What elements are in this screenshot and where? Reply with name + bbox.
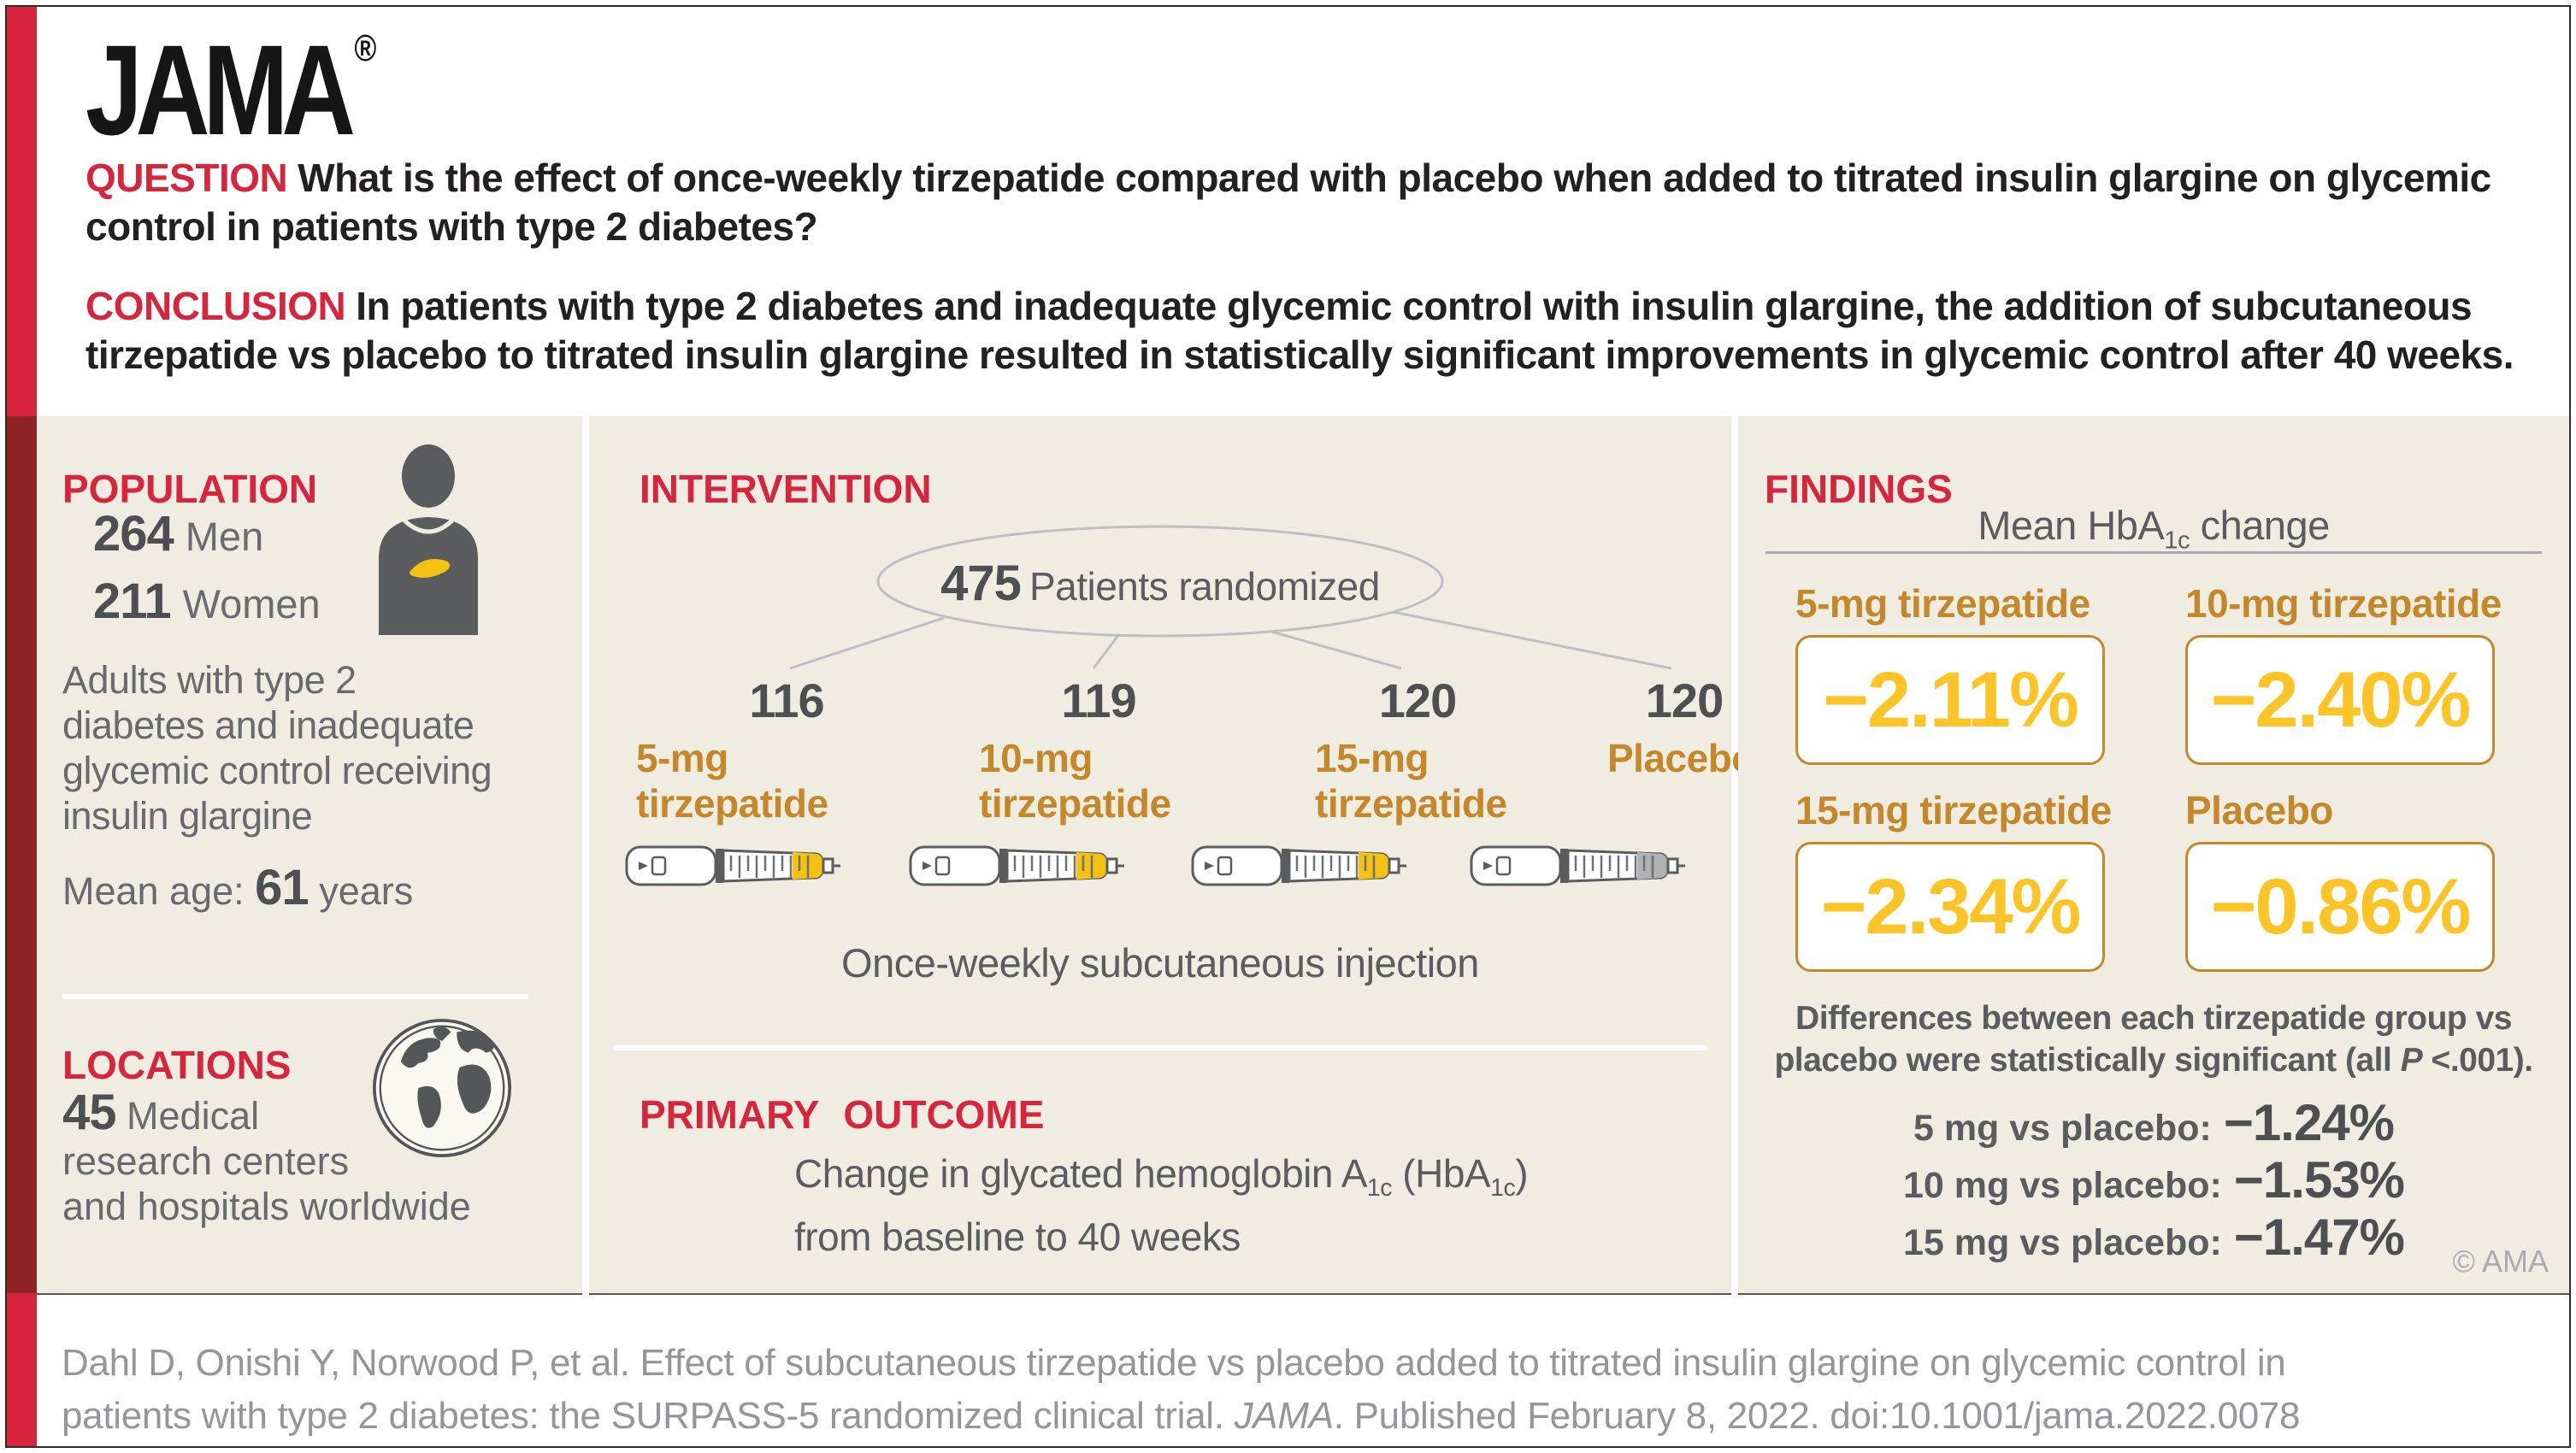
- injection-pen-icon: [1191, 845, 1406, 886]
- locations-description: 45 Medical research centers and hospital…: [62, 1088, 471, 1229]
- randomization-diagram: [789, 525, 1672, 670]
- mean-age-label: Mean age:: [62, 869, 245, 913]
- patients-randomized: 475 Patients randomized: [878, 555, 1442, 612]
- panel-intervention-outcome: INTERVENTION 475 Patients randomized 116 …: [589, 416, 1755, 1295]
- group3-label: 15-mg tirzepatide: [1315, 736, 1507, 826]
- globe-icon: [372, 1018, 512, 1158]
- mean-age-unit: years: [319, 869, 414, 913]
- locations-line1: 45 Medical: [62, 1088, 471, 1138]
- finding-label-10mg: 10-mg tirzepatide: [2185, 581, 2502, 626]
- population-heading: POPULATION: [62, 467, 318, 511]
- group2-label: 10-mg tirzepatide: [979, 736, 1171, 826]
- finding-value-5mg: −2.11%: [1823, 656, 2079, 744]
- locations-line3: and hospitals worldwide: [62, 1185, 471, 1228]
- group1-label: 5-mg tirzepatide: [636, 736, 828, 826]
- accent-stripe-middle: [7, 416, 37, 1293]
- women-label: Women: [182, 581, 321, 626]
- primary-outcome-text: Change in glycated hemoglobin A1c (HbA1c…: [794, 1150, 1529, 1262]
- findings-subtitle: Mean HbA1c change: [1978, 503, 2330, 555]
- mean-age-value: 61: [255, 860, 309, 915]
- jama-logo: JAMA ®: [85, 26, 376, 154]
- men-count-row: 264 Men: [93, 507, 321, 574]
- question-label: QUESTION: [85, 156, 288, 200]
- conclusion-paragraph: CONCLUSION In patients with type 2 diabet…: [85, 282, 2522, 379]
- intervention-caption: Once-weekly subcutaneous injection: [841, 940, 1479, 985]
- question-text: What is the effect of once-weekly tirzep…: [85, 156, 2491, 249]
- locations-count: 45: [62, 1085, 117, 1140]
- population-locations-divider: [62, 994, 528, 999]
- locations-line2: research centers: [62, 1139, 350, 1183]
- finding-label-5mg: 5-mg tirzepatide: [1795, 581, 2090, 626]
- findings-heading: FINDINGS: [1765, 467, 1953, 511]
- finding-label-placebo: Placebo: [2185, 788, 2333, 832]
- registered-mark: ®: [354, 27, 377, 69]
- panel-population-locations: POPULATION 264 Men 211 Women Adults with t…: [37, 416, 582, 1295]
- page-frame: JAMA ® QUESTION What is the effect of once…: [5, 5, 2571, 1448]
- finding-value-10mg: −2.40%: [2210, 656, 2472, 744]
- significance-note: Differences between each tirzepatide gro…: [1774, 1000, 2533, 1079]
- intervention-heading: INTERVENTION: [640, 467, 932, 511]
- mean-age: Mean age: 61 years: [62, 859, 413, 916]
- patient-icon: [379, 444, 478, 635]
- group4-count: 120: [1645, 674, 1724, 727]
- finding-box-15mg: −2.34%: [1795, 842, 2105, 972]
- accent-stripe-bottom: [7, 1293, 37, 1446]
- jama-logo-text: JAMA: [85, 18, 356, 162]
- group3-count: 120: [1378, 674, 1457, 727]
- intervention-outcome-divider: [613, 1045, 1707, 1050]
- comparison-row: 10 mg vs placebo: −1.53%: [1903, 1151, 2405, 1209]
- accent-stripe: [7, 7, 37, 1446]
- comparison-row: 15 mg vs placebo: −1.47%: [1903, 1209, 2405, 1266]
- women-count: 211: [93, 574, 172, 629]
- men-label: Men: [185, 514, 264, 559]
- population-counts: 264 Men 211 Women: [93, 507, 321, 642]
- findings-divider: [1765, 551, 2542, 554]
- finding-value-placebo: −0.86%: [2210, 862, 2472, 950]
- conclusion-text: In patients with type 2 diabetes and ina…: [85, 284, 2514, 377]
- primary-outcome-line2: from baseline to 40 weeks: [794, 1215, 1241, 1260]
- primary-outcome-line1: Change in glycated hemoglobin A1c (HbA1c…: [794, 1151, 1529, 1203]
- citation: Dahl D, Onishi Y, Norwood P, et al. Effe…: [62, 1342, 2301, 1437]
- panel-findings: FINDINGS Mean HbA1c change 5-mg tirzepat…: [1738, 416, 2569, 1295]
- comparisons: 5 mg vs placebo: −1.24% 10 mg vs placebo:…: [1738, 1093, 2569, 1266]
- ama-copyright: © AMA: [2452, 1244, 2549, 1279]
- women-count-row: 211 Women: [93, 574, 321, 642]
- comparison-row: 5 mg vs placebo: −1.24%: [1913, 1094, 2395, 1151]
- primary-outcome-heading: PRIMARY OUTCOME: [640, 1092, 1045, 1137]
- randomized-label: Patients randomized: [1029, 564, 1380, 609]
- finding-value-15mg: −2.34%: [1820, 862, 2082, 950]
- randomized-count: 475: [940, 556, 1022, 611]
- group2-count: 119: [1061, 674, 1136, 727]
- finding-box-5mg: −2.11%: [1795, 635, 2105, 765]
- finding-box-placebo: −0.86%: [2185, 842, 2495, 972]
- question-paragraph: QUESTION What is the effect of once-weekl…: [85, 154, 2522, 251]
- locations-heading: LOCATIONS: [62, 1043, 292, 1087]
- finding-box-10mg: −2.40%: [2185, 635, 2495, 765]
- group1-count: 116: [749, 674, 824, 727]
- randomization-branches: [789, 610, 1672, 670]
- finding-label-15mg: 15-mg tirzepatide: [1795, 788, 2112, 832]
- locations-line1-text: Medical: [127, 1094, 260, 1138]
- accent-stripe-top: [7, 7, 37, 416]
- men-count: 264: [93, 506, 174, 562]
- population-description: Adults with type 2 diabetes and inadequa…: [62, 658, 492, 838]
- injection-pen-icon: [909, 845, 1124, 886]
- injection-pen-icon: [625, 845, 840, 886]
- injection-pen-icon: [1470, 845, 1685, 886]
- conclusion-label: CONCLUSION: [85, 284, 346, 328]
- group4-label: Placebo: [1607, 736, 1755, 780]
